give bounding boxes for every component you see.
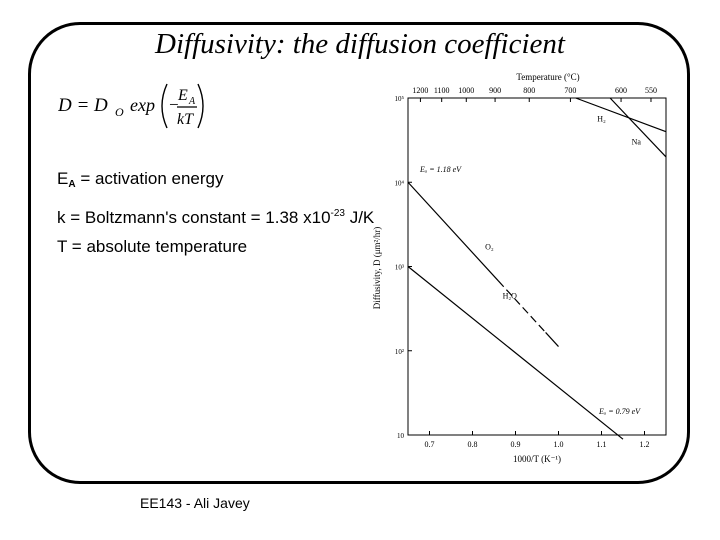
def-pre: k = Boltzmann's constant = 1.38 x10 (57, 208, 331, 227)
def-sub: A (68, 179, 76, 190)
eq-lhs-sub: O (115, 105, 124, 119)
def-sup: -23 (330, 208, 345, 219)
definition-temperature: T = absolute temperature (57, 232, 374, 261)
eq-lhs: D = D (58, 95, 108, 116)
def-sym: E (57, 169, 69, 188)
def-text: = activation energy (80, 169, 224, 188)
def-temp-text: T = absolute temperature (57, 237, 248, 256)
eq-minus: − (168, 95, 179, 114)
diffusivity-equation: D = D O exp − E A kT (57, 78, 208, 140)
eq-num-sub: A (188, 96, 196, 107)
definition-boltzmann: k = Boltzmann's constant = 1.38 x10-23 J… (57, 199, 374, 232)
definition-activation-energy: EA = activation energy (57, 164, 374, 199)
eq-den: kT (177, 111, 194, 128)
definitions-list: EA = activation energy k = Boltzmann's c… (57, 164, 374, 261)
eq-left-paren (161, 83, 168, 129)
slide-title: Diffusivity: the diffusion coefficient (155, 28, 565, 60)
equation-svg: D = D O exp − E A kT (57, 83, 204, 129)
footer-text: EE143 - Ali Javey (140, 495, 250, 511)
slide-frame (28, 22, 690, 484)
eq-num: E (177, 87, 188, 104)
eq-right-paren (197, 83, 204, 129)
eq-func: exp (130, 95, 155, 115)
def-post: J/K (344, 208, 375, 227)
